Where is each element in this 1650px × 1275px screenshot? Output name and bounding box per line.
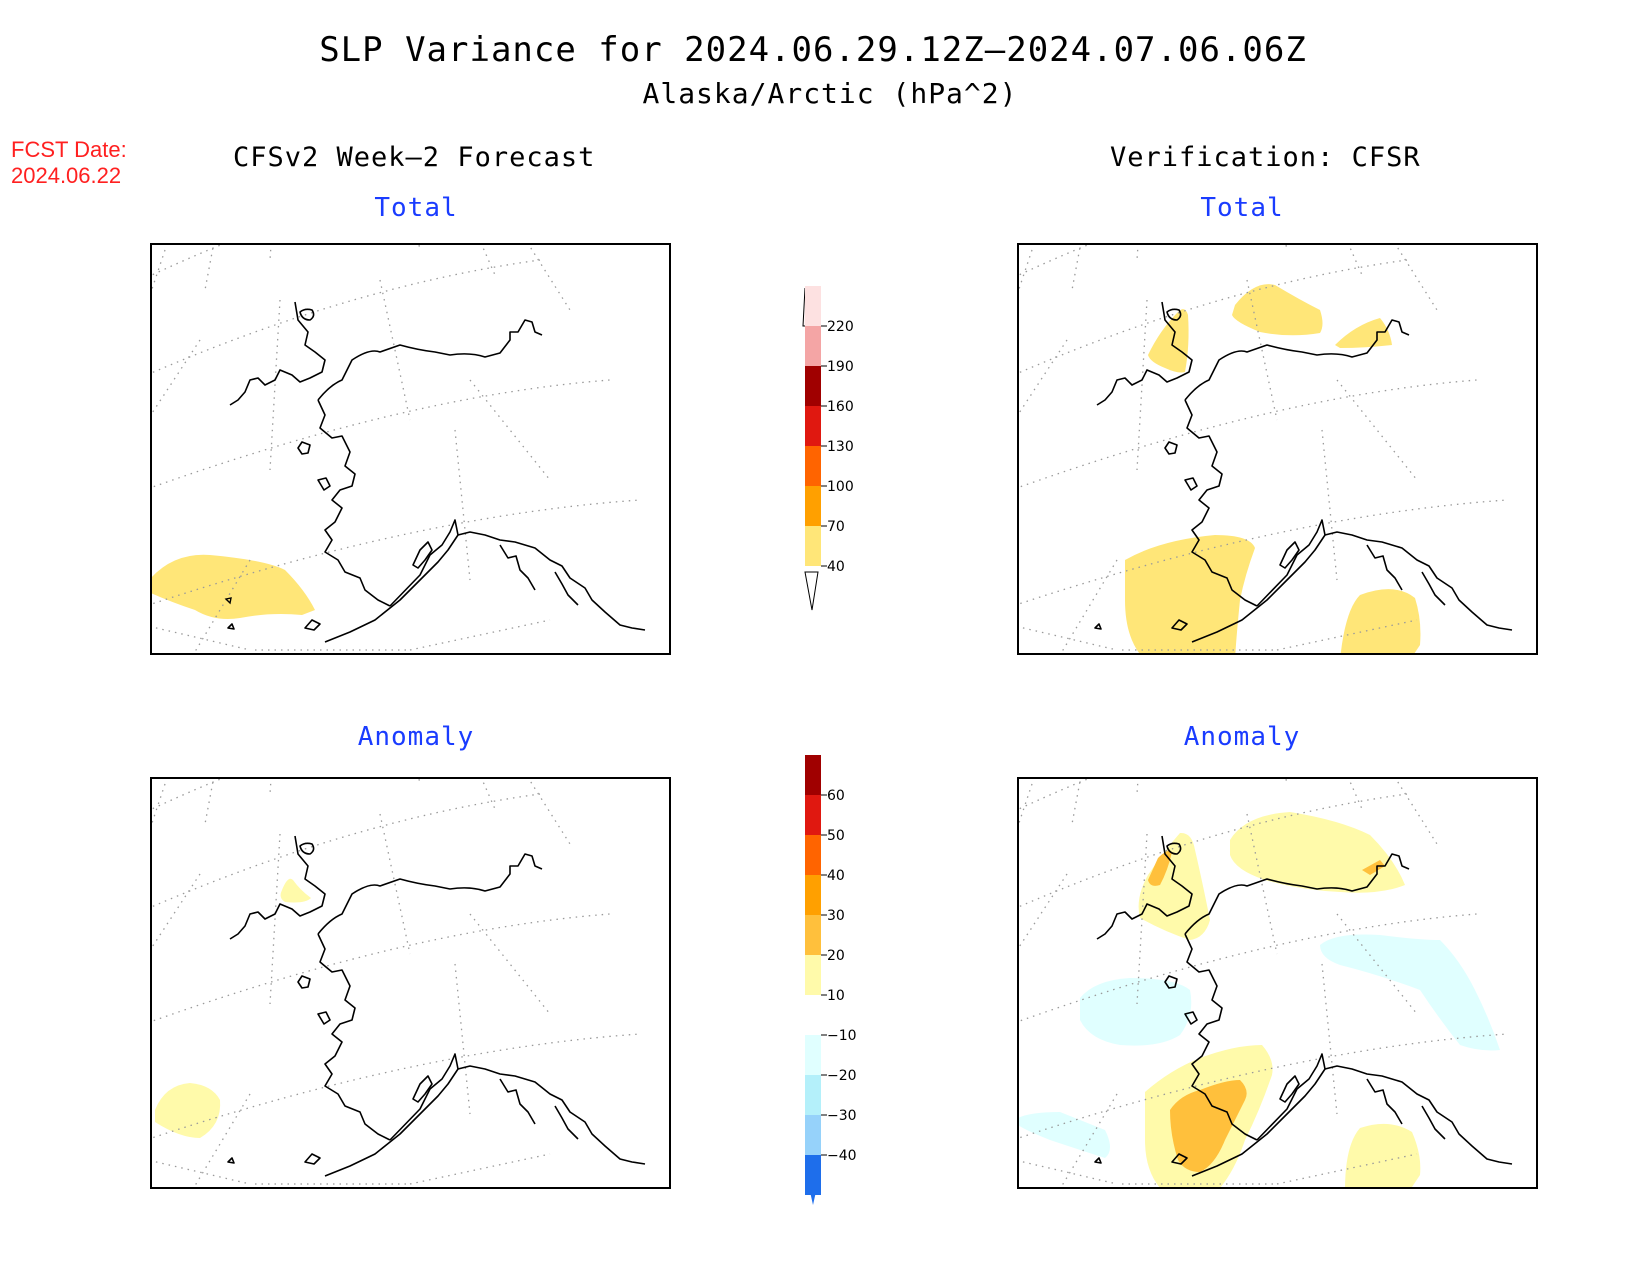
main-subtitle: Alaska/Arctic (hPa^2) xyxy=(642,77,1018,110)
colorbar-total-swatch xyxy=(805,286,821,326)
verification-total-map xyxy=(1017,243,1538,655)
colorbar-anomaly-swatch xyxy=(805,875,821,915)
fcst-date-label: FCST Date: xyxy=(11,137,127,162)
colorbar-total-tick-label: 100 xyxy=(827,479,854,495)
colorbar-anomaly-swatch xyxy=(805,995,821,1035)
variance-shading xyxy=(151,554,315,619)
colorbar-anomaly-swatch xyxy=(805,1035,821,1075)
colorbar-total-tick-label: 190 xyxy=(827,359,854,375)
colorbar-total-swatch xyxy=(805,326,821,366)
colorbar-anomaly-swatch xyxy=(805,795,821,835)
colorbar-total-tick-label: 220 xyxy=(827,319,854,335)
forecast-column-heading: CFSv2 Week–2 Forecast xyxy=(233,142,596,173)
colorbar-anomaly-tick-label: 60 xyxy=(827,788,845,804)
colorbar-anomaly-tick-label: −40 xyxy=(827,1148,857,1164)
colorbar-anomaly-swatch xyxy=(805,835,821,875)
colorbar-anomaly-swatch xyxy=(805,1075,821,1115)
verification-anomaly-map xyxy=(1017,777,1538,1189)
forecast-anomaly-subtitle: Anomaly xyxy=(357,722,475,752)
colorbar-total-swatch xyxy=(805,446,821,486)
colorbar-anomaly-swatch xyxy=(805,915,821,955)
colorbar-anomaly-swatch xyxy=(805,1115,821,1155)
colorbar-anomaly-swatch xyxy=(805,1155,821,1195)
colorbar-total-swatch xyxy=(805,486,821,526)
colorbar-anomaly-tick-label: 20 xyxy=(827,948,845,964)
colorbar-total-tick-label: 40 xyxy=(827,559,845,575)
colorbar-total-tick-label: 130 xyxy=(827,439,854,455)
forecast-total-map xyxy=(150,243,671,655)
colorbar-total-tick-label: 160 xyxy=(827,399,854,415)
main-title: SLP Variance for 2024.06.29.12Z–2024.07.… xyxy=(319,30,1307,70)
colorbar-anomaly: 60 50 40 30 20 10 −10 −20 −30 −40 xyxy=(805,755,857,1205)
fcst-date-block: FCST Date: 2024.06.22 xyxy=(11,137,127,189)
colorbar-total-swatch xyxy=(805,526,821,566)
colorbar-anomaly-tick-label: 10 xyxy=(827,988,845,1004)
verification-column-heading: Verification: CFSR xyxy=(1110,142,1421,173)
colorbar-total-swatch xyxy=(805,406,821,446)
fcst-date-value: 2024.06.22 xyxy=(11,163,122,188)
colorbar-anomaly-tick-label: 40 xyxy=(827,868,845,884)
colorbar-anomaly-swatch xyxy=(805,955,821,995)
colorbar-anomaly-tick-label: 50 xyxy=(827,828,845,844)
colorbar-anomaly-tick-label: −20 xyxy=(827,1068,857,1084)
colorbar-anomaly-tick-label: 30 xyxy=(827,908,845,924)
colorbar-total-tick-label: 70 xyxy=(827,519,845,535)
verification-anomaly-subtitle: Anomaly xyxy=(1183,722,1301,752)
forecast-anomaly-map xyxy=(150,777,671,1189)
colorbar-anomaly-swatch xyxy=(805,755,821,795)
colorbar-anomaly-tick-label: −30 xyxy=(827,1108,857,1124)
island-outline xyxy=(224,597,232,605)
verification-total-subtitle: Total xyxy=(1200,193,1284,223)
colorbar-anomaly-tick-label: −10 xyxy=(827,1028,857,1044)
colorbar-total: 220 190 160 130 100 70 40 xyxy=(802,286,854,611)
colorbar-total-swatch xyxy=(805,366,821,406)
forecast-total-subtitle: Total xyxy=(374,193,458,223)
